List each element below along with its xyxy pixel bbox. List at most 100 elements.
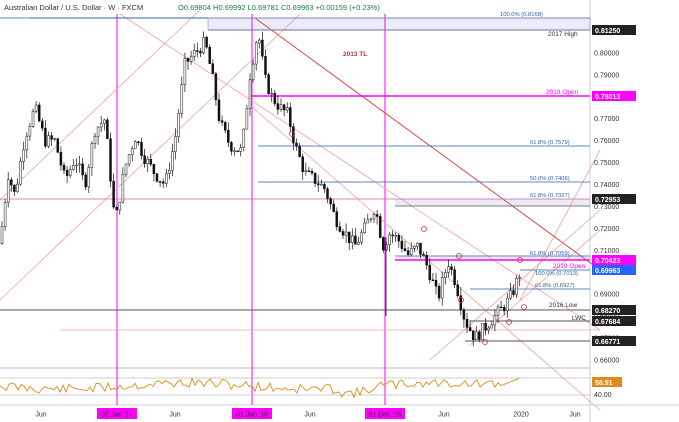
pivot-marker: [421, 226, 427, 232]
price-axis-tick: 0.72000: [594, 226, 619, 233]
candle-body: [223, 122, 227, 131]
pivot-marker: [482, 339, 488, 345]
candle-body: [233, 150, 236, 153]
price-axis-tick: 0.77000: [594, 116, 619, 123]
pivot-marker: [456, 253, 462, 259]
price-tag: [592, 265, 636, 275]
fib-618-level-label: 61.8% (0.7579): [530, 140, 570, 146]
candle-body: [41, 120, 44, 129]
price-axis-tick: 0.80000: [594, 50, 619, 57]
price-axis-tick: 0.79000: [594, 72, 619, 79]
candle-body: [168, 169, 171, 174]
range-box: [395, 256, 590, 260]
candle-body: [165, 173, 168, 184]
candle-body: [403, 248, 407, 251]
candle-body: [422, 254, 425, 256]
candle-body: [96, 126, 100, 137]
candle-body: [239, 147, 242, 152]
price-tag-label: 0.66771: [595, 339, 620, 346]
candle-body: [242, 128, 246, 148]
candle-body: [413, 245, 416, 249]
candle-body: [338, 226, 342, 232]
candle-body: [217, 99, 221, 121]
candle-body: [388, 234, 391, 245]
candle-body: [406, 250, 410, 255]
label-2013-tl: 2013 TL: [343, 51, 367, 58]
time-axis-date-tag: [365, 408, 405, 419]
candle-body: [189, 56, 193, 62]
pivot-marker: [458, 297, 464, 303]
candle-body: [465, 319, 469, 328]
candle-body: [276, 103, 280, 110]
candle-body: [214, 73, 218, 101]
candle-body: [140, 141, 143, 156]
candle-body: [254, 42, 258, 65]
candle-body: [13, 184, 16, 192]
price-tag: [592, 316, 636, 326]
candle-body: [192, 50, 196, 57]
time-axis-label: 2020: [513, 412, 529, 419]
candle-body: [251, 63, 255, 81]
price-tag-label: 0.72953: [595, 197, 620, 204]
candle-body: [363, 222, 366, 233]
trendline: [249, 104, 601, 411]
price-tag-label: 0.69963: [595, 268, 620, 275]
level-2018-open-label: 2018 Open: [546, 89, 579, 96]
price-axis-tick: 0.73000: [594, 204, 619, 211]
candle-body: [220, 120, 224, 123]
time-axis-label: 02 Jan '17: [101, 412, 133, 419]
candle-body: [295, 142, 298, 147]
candle-body: [34, 104, 38, 112]
candle-body: [199, 50, 202, 54]
candle-body: [44, 127, 47, 147]
candle-body: [72, 165, 75, 170]
candle-body: [394, 234, 397, 237]
candle-body: [320, 183, 323, 186]
candle-body: [357, 242, 360, 245]
candle-body: [313, 172, 317, 184]
candle-body: [437, 286, 441, 299]
candle-body: [31, 110, 35, 127]
fib-50-level-label: 50.0% (0.7406): [530, 176, 570, 182]
rsi-axis-tick: 40.00: [594, 392, 612, 399]
candle-body: [481, 323, 484, 340]
candle-body: [369, 218, 373, 221]
candle-body: [248, 79, 252, 109]
candle-body: [471, 330, 475, 340]
candle-body: [161, 181, 165, 184]
candle-body: [512, 290, 515, 295]
candle-body: [354, 235, 357, 245]
candle-body: [282, 104, 286, 111]
candle-body: [78, 163, 81, 166]
candle-body: [397, 234, 401, 242]
candle-body: [344, 231, 348, 236]
pivot-marker: [521, 304, 527, 310]
candle-body: [382, 237, 385, 251]
price-axis-tick: 0.71000: [594, 248, 619, 255]
candle-body: [490, 324, 494, 329]
candle-body: [462, 309, 466, 320]
candle-body: [53, 138, 56, 140]
candle-body: [84, 174, 87, 188]
fib-100-line-label: 100.0% (0.8168): [500, 12, 543, 18]
time-axis-label: 31 Dec '18: [368, 412, 401, 419]
time-axis-date-tag: [232, 408, 272, 419]
candle-body: [127, 154, 131, 165]
candle-body: [174, 136, 177, 152]
candle-body: [468, 327, 472, 332]
candle-body: [419, 242, 422, 255]
candle-body: [93, 135, 97, 144]
candle-body: [62, 164, 66, 171]
trendline: [429, 209, 601, 361]
candle-body: [47, 135, 50, 147]
level-2019-open-label: 2019 Open: [553, 263, 586, 270]
candle-body: [59, 152, 63, 166]
fib-100-b-label: 100.0% (0.7013): [535, 271, 578, 277]
candle-body: [518, 276, 521, 279]
candle-body: [177, 113, 180, 137]
candle-body: [202, 36, 205, 54]
candle-body: [270, 92, 273, 95]
rsi-line: [0, 377, 520, 399]
